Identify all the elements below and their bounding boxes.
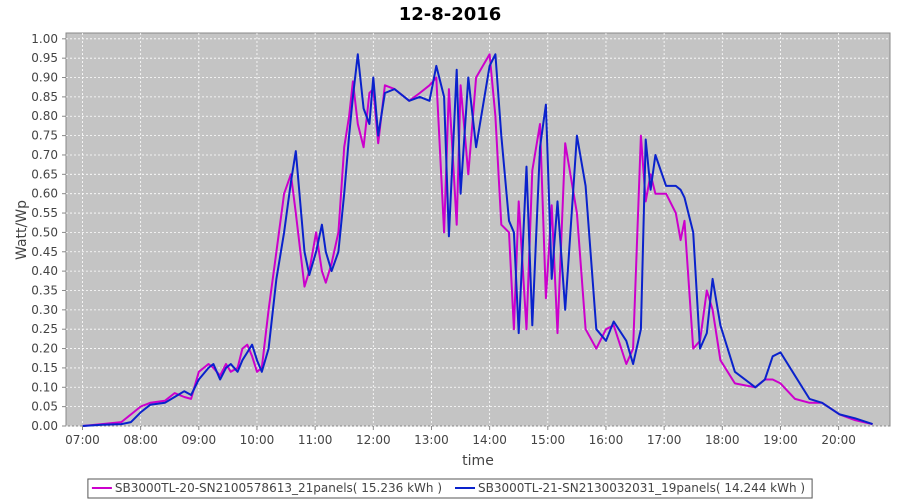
y-tick-label: 0.30 [31, 303, 58, 317]
x-tick-label: 13:00 [414, 433, 449, 447]
x-tick-label: 20:00 [821, 433, 856, 447]
y-tick-label: 0.95 [31, 51, 58, 65]
y-tick-label: 0.40 [31, 264, 58, 278]
y-tick-label: 0.55 [31, 206, 58, 220]
x-tick-label: 12:00 [356, 433, 391, 447]
x-tick-label: 15:00 [531, 433, 566, 447]
x-tick-label: 07:00 [65, 433, 100, 447]
y-axis-label: Watt/Wp [14, 200, 30, 260]
x-tick-label: 16:00 [589, 433, 624, 447]
y-tick-label: 0.80 [31, 109, 58, 123]
y-tick-label: 0.25 [31, 322, 58, 336]
x-tick-label: 18:00 [705, 433, 740, 447]
legend-label: SB3000TL-20-SN2100578613_21panels( 15.23… [115, 481, 442, 495]
legend [87, 478, 813, 499]
chart-title: 12-8-2016 [399, 4, 502, 25]
y-tick-label: 0.50 [31, 225, 58, 239]
y-tick-label: 0.35 [31, 283, 58, 297]
x-tick-label: 09:00 [182, 433, 217, 447]
x-tick-label: 11:00 [298, 433, 333, 447]
plot-area [65, 32, 891, 427]
y-tick-label: 0.15 [31, 361, 58, 375]
y-tick-label: 0.05 [31, 400, 58, 414]
y-tick-label: 0.60 [31, 187, 58, 201]
y-tick-label: 0.00 [31, 419, 58, 433]
y-tick-label: 0.70 [31, 148, 58, 162]
y-tick-label: 0.20 [31, 342, 58, 356]
legend-label: SB3000TL-21-SN2130032031_19panels( 14.24… [478, 481, 805, 495]
y-tick-label: 0.65 [31, 167, 58, 181]
x-tick-label: 17:00 [647, 433, 682, 447]
y-tick-label: 0.75 [31, 129, 58, 143]
x-tick-label: 19:00 [763, 433, 798, 447]
x-tick-label: 14:00 [472, 433, 507, 447]
y-tick-label: 1.00 [31, 32, 58, 46]
x-axis-label: time [462, 453, 494, 469]
x-tick-label: 10:00 [240, 433, 275, 447]
y-tick-label: 0.10 [31, 380, 58, 394]
y-tick-label: 0.85 [31, 90, 58, 104]
y-tick-label: 0.45 [31, 245, 58, 259]
x-tick-label: 08:00 [123, 433, 158, 447]
y-tick-label: 0.90 [31, 71, 58, 85]
series-line [82, 53, 873, 427]
